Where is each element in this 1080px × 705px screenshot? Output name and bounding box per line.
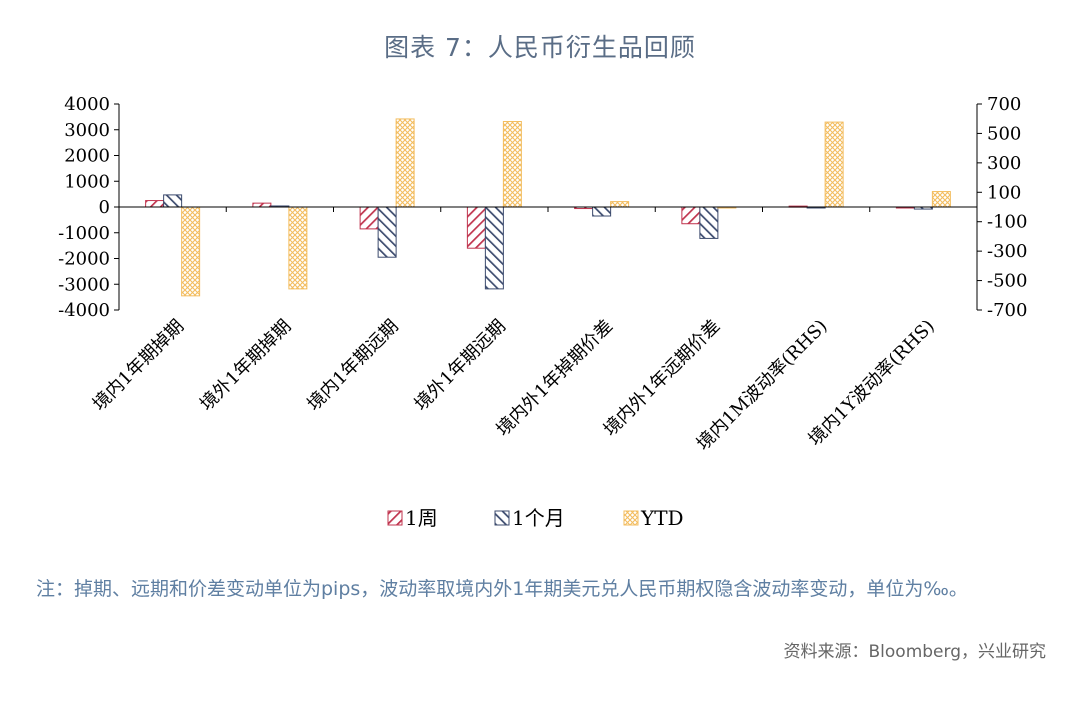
right-axis-tick-label: 500 xyxy=(987,123,1021,144)
chart-source: 资料来源：Bloomberg，兴业研究 xyxy=(783,642,1046,662)
bar-1week xyxy=(145,200,165,208)
legend-swatch xyxy=(387,510,403,526)
bar-ytd xyxy=(931,191,951,208)
left-axis-tick-label: -1000 xyxy=(58,223,110,244)
right-axis-tick-label: -500 xyxy=(987,271,1027,292)
bar-ytd xyxy=(610,201,630,208)
bar-1month xyxy=(699,206,719,239)
category-label: 境外1年期掉期 xyxy=(196,316,295,415)
bar-1month xyxy=(592,206,612,217)
category-label: 境内1年期远期 xyxy=(303,316,402,415)
left-axis-tick-label: -4000 xyxy=(58,300,110,321)
right-axis-tick-label: -700 xyxy=(987,300,1027,321)
bar-ytd xyxy=(502,121,522,208)
bar-1week xyxy=(359,206,379,230)
bar-ytd xyxy=(824,121,844,208)
bar-ytd xyxy=(395,118,415,208)
bar-1month xyxy=(377,206,397,258)
bar-1week xyxy=(466,206,486,249)
left-axis-tick-label: 4000 xyxy=(64,94,110,115)
legend-label: 1周 xyxy=(405,506,438,530)
left-axis-tick-label: -2000 xyxy=(58,249,110,270)
bar-ytd xyxy=(181,206,201,297)
legend-swatch xyxy=(623,510,639,526)
legend-label: YTD xyxy=(640,506,684,530)
legend-swatch xyxy=(494,510,510,526)
right-axis-tick-label: 300 xyxy=(987,153,1021,174)
chart-title: 图表 7：人民币衍生品回顾 xyxy=(384,33,696,62)
category-label: 境内外1年掉期价差 xyxy=(492,316,617,441)
left-axis-tick-label: 1000 xyxy=(64,171,110,192)
chart-note: 注：掉期、远期和价差变动单位为pips，波动率取境内外1年期美元兑人民币期权隐含… xyxy=(36,578,968,600)
bar-1week xyxy=(681,206,701,225)
right-axis-tick-label: 700 xyxy=(987,94,1021,115)
legend-label: 1个月 xyxy=(512,506,565,530)
right-axis-tick-label: -300 xyxy=(987,241,1027,262)
category-label: 境内外1年远期价差 xyxy=(600,316,725,441)
bar-1month xyxy=(163,194,183,208)
bar-ytd xyxy=(288,206,308,290)
left-axis-tick-label: 3000 xyxy=(64,120,110,141)
category-label: 境内1年期掉期 xyxy=(89,316,188,415)
left-axis-tick-label: 0 xyxy=(99,197,110,218)
left-axis-tick-label: -3000 xyxy=(58,274,110,295)
right-axis-tick-label: 100 xyxy=(987,182,1021,203)
category-label: 境外1年期远期 xyxy=(411,316,510,415)
left-axis-tick-label: 2000 xyxy=(64,146,110,167)
bar-1week xyxy=(252,202,272,208)
right-axis-tick-label: -100 xyxy=(987,212,1027,233)
bar-chart: 4000 3000 2000 1000 0 -1000 -2000 -3000 -4000 700… xyxy=(58,94,1027,530)
bar-1month xyxy=(484,206,504,290)
